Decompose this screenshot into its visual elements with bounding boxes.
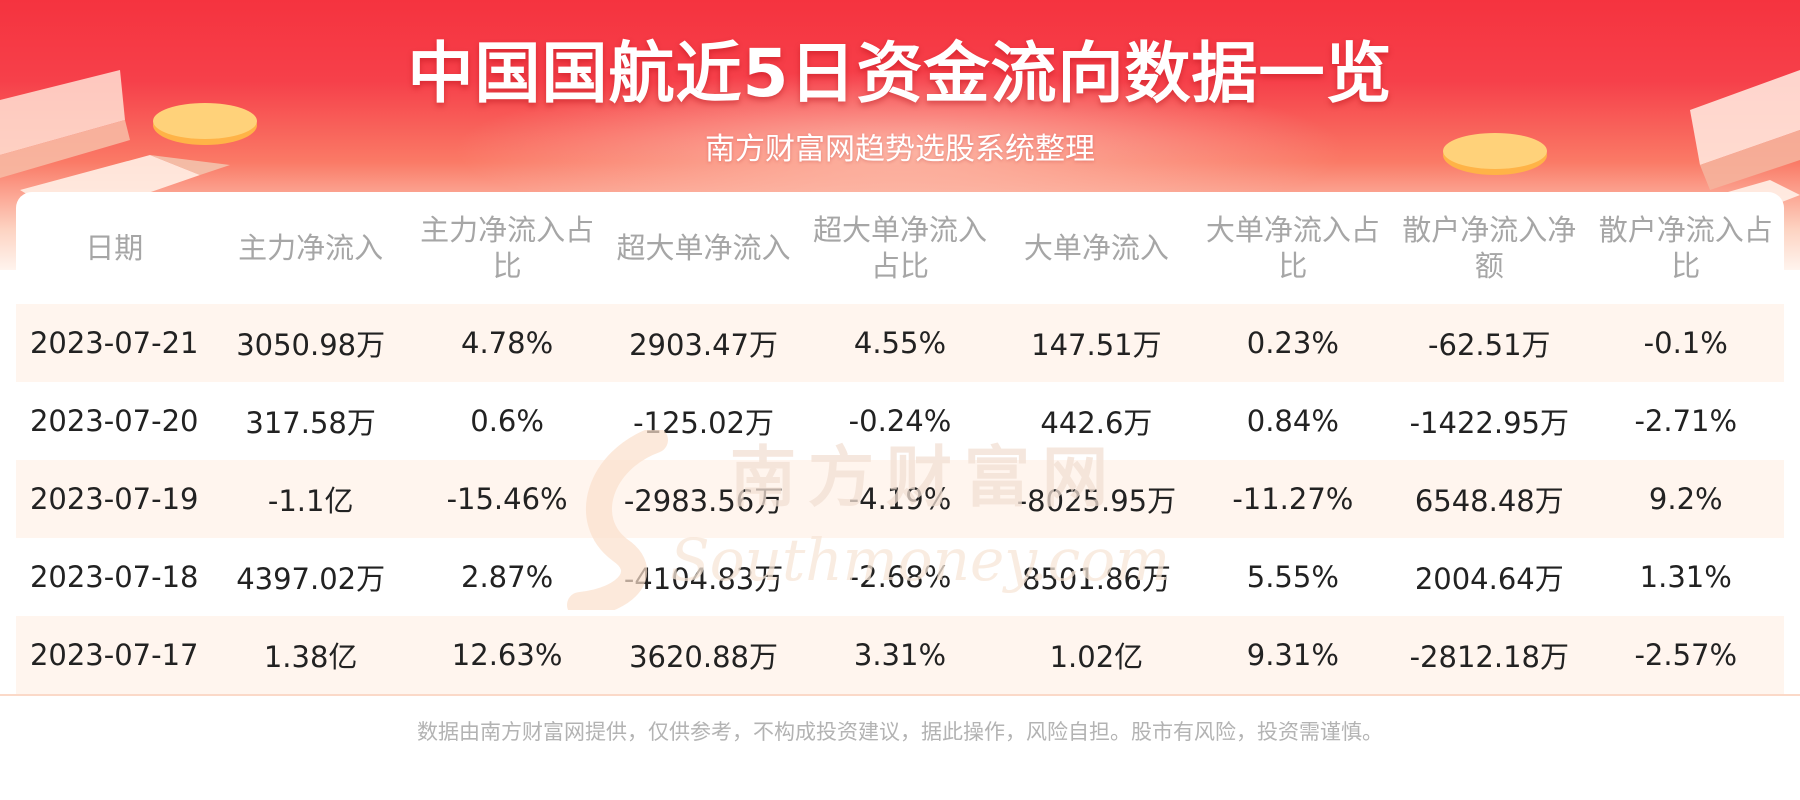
value-cell: 4.78%	[408, 304, 606, 382]
value-cell: -0.1%	[1587, 304, 1784, 382]
value-cell: -4.19%	[801, 460, 999, 538]
value-cell: 9.2%	[1587, 460, 1784, 538]
date-cell: 2023-07-20	[16, 382, 213, 460]
value-cell: 3620.88万	[605, 616, 802, 694]
value-cell: 442.6万	[998, 382, 1195, 460]
table-row: 2023-07-18 4397.02万 2.87% -4104.83万 -2.68% 85…	[16, 538, 1784, 616]
column-header: 超大单净流入	[616, 231, 791, 265]
date-cell: 2023-07-21	[16, 304, 213, 382]
value-cell: 4.55%	[801, 304, 999, 382]
fund-flow-table: 日期 主力净流入 主力净流入占比 超大单净流入 超大单净流入占比 大单净流入 大单净流入占比…	[16, 192, 1784, 694]
column-header: 大单净流入占比	[1205, 213, 1380, 283]
value-cell: 3.31%	[801, 616, 999, 694]
date-cell: 2023-07-18	[16, 538, 213, 616]
value-cell: -8025.95万	[998, 460, 1195, 538]
footer-divider	[0, 694, 1800, 696]
column-header: 日期	[85, 231, 144, 265]
page-title: 中国国航近5日资金流向数据一览	[407, 35, 1393, 112]
decorative-coin-right-icon	[1443, 133, 1547, 175]
column-header: 散户净流入占比	[1598, 213, 1773, 283]
value-cell: 12.63%	[408, 616, 606, 694]
value-cell: 4397.02万	[212, 538, 409, 616]
table-body: 2023-07-21 3050.98万 4.78% 2903.47万 4.55% 147.…	[16, 304, 1784, 694]
column-header: 超大单净流入占比	[812, 213, 987, 283]
value-cell: 1.38亿	[212, 616, 409, 694]
value-cell: 2.87%	[408, 538, 606, 616]
value-cell: 2903.47万	[605, 304, 802, 382]
value-cell: 6548.48万	[1391, 460, 1588, 538]
table-row: 2023-07-19 -1.1亿 -15.46% -2983.56万 -4.19% -80…	[16, 460, 1784, 538]
value-cell: 5.55%	[1194, 538, 1392, 616]
value-cell: -2812.18万	[1391, 616, 1588, 694]
value-cell: 1.02亿	[998, 616, 1195, 694]
value-cell: -15.46%	[408, 460, 606, 538]
value-cell: 2004.64万	[1391, 538, 1588, 616]
value-cell: 3050.98万	[212, 304, 409, 382]
decorative-coin-left-icon	[153, 103, 257, 145]
value-cell: 317.58万	[212, 382, 409, 460]
column-header: 主力净流入	[238, 231, 384, 265]
value-cell: 0.84%	[1194, 382, 1392, 460]
value-cell: -2983.56万	[605, 460, 802, 538]
table-row: 2023-07-21 3050.98万 4.78% 2903.47万 4.55% 147.…	[16, 304, 1784, 382]
value-cell: 9.31%	[1194, 616, 1392, 694]
table-header-row: 日期 主力净流入 主力净流入占比 超大单净流入 超大单净流入占比 大单净流入 大单净流入占比…	[16, 192, 1784, 304]
column-header: 散户净流入净额	[1402, 213, 1577, 283]
footer-disclaimer: 数据由南方财富网提供，仅供参考，不构成投资建议，据此操作，风险自担。股市有风险，…	[417, 720, 1383, 744]
column-header: 主力净流入占比	[420, 213, 595, 283]
page-subtitle: 南方财富网趋势选股系统整理	[705, 132, 1095, 167]
header-banner: 中国国航近5日资金流向数据一览 南方财富网趋势选股系统整理	[0, 0, 1800, 270]
column-header: 大单净流入	[1023, 231, 1169, 265]
value-cell: 147.51万	[998, 304, 1195, 382]
value-cell: -1422.95万	[1391, 382, 1588, 460]
value-cell: 0.23%	[1194, 304, 1392, 382]
date-cell: 2023-07-19	[16, 460, 213, 538]
date-cell: 2023-07-17	[16, 616, 213, 694]
value-cell: -125.02万	[605, 382, 802, 460]
value-cell: -2.68%	[801, 538, 999, 616]
value-cell: -2.71%	[1587, 382, 1784, 460]
value-cell: -0.24%	[801, 382, 999, 460]
data-table-card: 日期 主力净流入 主力净流入占比 超大单净流入 超大单净流入占比 大单净流入 大单净流入占比…	[16, 192, 1784, 696]
value-cell: -4104.83万	[605, 538, 802, 616]
table-row: 2023-07-20 317.58万 0.6% -125.02万 -0.24% 442.6…	[16, 382, 1784, 460]
table-row: 2023-07-17 1.38亿 12.63% 3620.88万 3.31% 1.02亿 9…	[16, 616, 1784, 694]
value-cell: -11.27%	[1194, 460, 1392, 538]
value-cell: 8501.86万	[998, 538, 1195, 616]
value-cell: 0.6%	[408, 382, 606, 460]
value-cell: -2.57%	[1587, 616, 1784, 694]
value-cell: 1.31%	[1587, 538, 1784, 616]
value-cell: -62.51万	[1391, 304, 1588, 382]
value-cell: -1.1亿	[212, 460, 409, 538]
